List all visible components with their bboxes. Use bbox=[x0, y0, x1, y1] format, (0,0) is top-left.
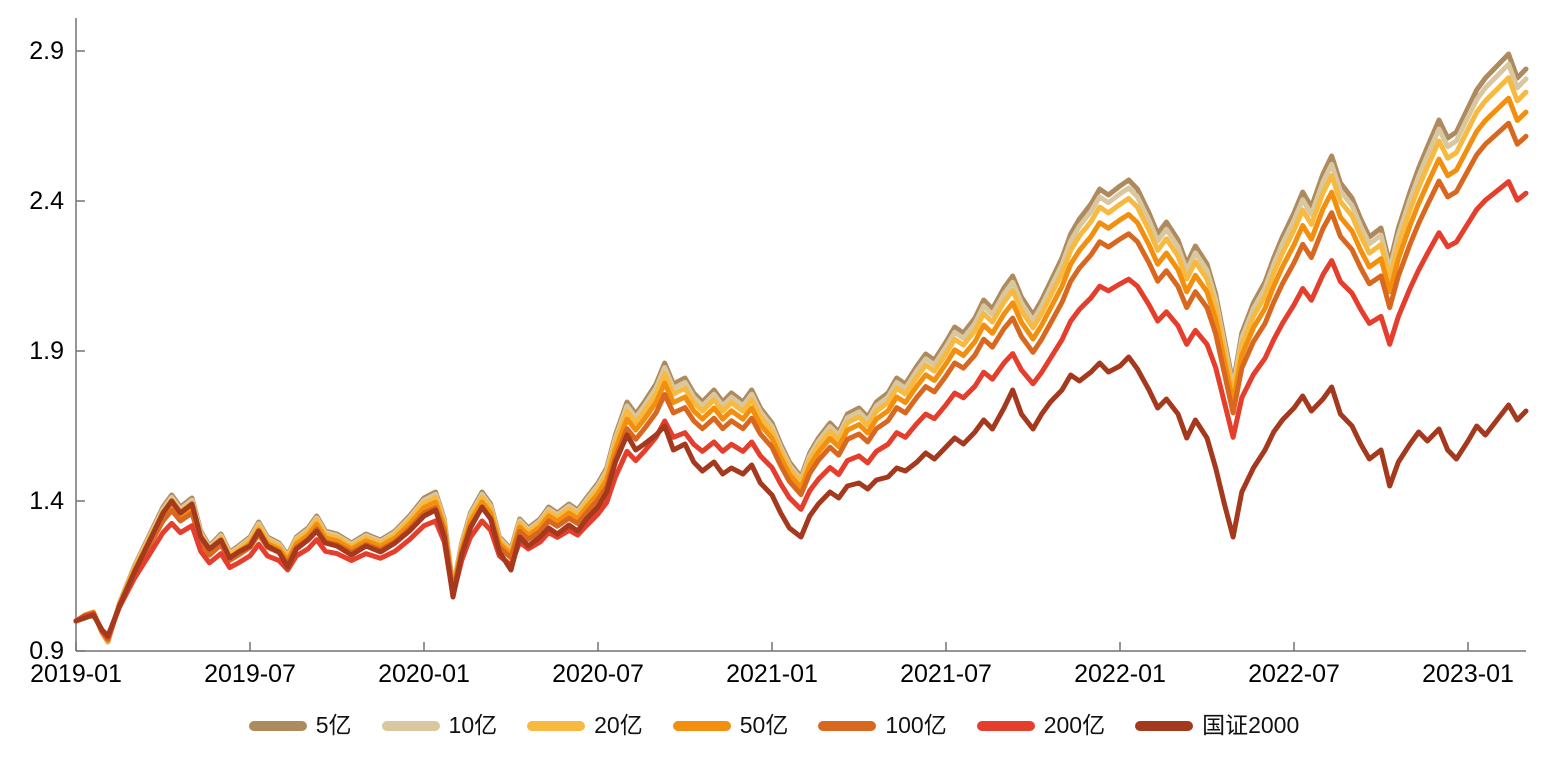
legend-item-20亿: 20亿 bbox=[527, 714, 643, 737]
legend-swatch-icon bbox=[527, 720, 586, 731]
y-tick-label: 0.9 bbox=[29, 637, 64, 665]
legend-swatch-icon bbox=[248, 720, 307, 731]
legend-label: 10亿 bbox=[448, 712, 498, 738]
legend-label: 100亿 bbox=[885, 712, 947, 738]
y-tick-label: 1.9 bbox=[29, 337, 64, 365]
x-tick-label: 2020-01 bbox=[378, 660, 470, 688]
legend-item-10亿: 10亿 bbox=[381, 712, 498, 738]
legend-item-100亿: 100亿 bbox=[818, 712, 947, 738]
x-tick-label: 2023-01 bbox=[1422, 660, 1514, 688]
legend-item-200亿: 200亿 bbox=[976, 712, 1106, 738]
legend-item-50亿: 50亿 bbox=[672, 712, 789, 738]
series-line-200亿 bbox=[73, 179, 1529, 640]
y-tick-label: 2.4 bbox=[29, 187, 64, 215]
y-tick-label: 2.9 bbox=[29, 37, 64, 65]
legend-item-5亿: 5亿 bbox=[248, 712, 352, 738]
legend-label: 国证2000 bbox=[1202, 712, 1300, 738]
legend-label: 5亿 bbox=[315, 712, 352, 738]
legend-swatch-icon bbox=[976, 720, 1035, 731]
x-tick-label: 2019-07 bbox=[204, 660, 296, 688]
x-tick-label: 2021-07 bbox=[900, 660, 992, 688]
y-tick-label: 1.4 bbox=[29, 487, 64, 515]
x-tick-label: 2019-01 bbox=[30, 660, 122, 688]
legend-label: 200亿 bbox=[1043, 712, 1106, 738]
x-tick-label: 2020-07 bbox=[552, 660, 644, 688]
chart-plot-area: 0.9 1.4 1.9 2.4 2.9 2019-01 2019-07 2020-01 2020… bbox=[29, 18, 1529, 688]
x-tick-label: 2021-01 bbox=[726, 660, 818, 688]
x-tick-label: 2022-07 bbox=[1248, 660, 1340, 688]
chart-legend: 5亿 10亿 20亿 50亿 100亿 200亿 国证2000 bbox=[0, 714, 1548, 737]
legend-swatch-icon bbox=[381, 720, 440, 731]
legend-swatch-icon bbox=[1135, 720, 1194, 731]
series-line-国证2000 bbox=[73, 354, 1529, 639]
x-tick-label: 2022-01 bbox=[1074, 660, 1166, 688]
legend-swatch-icon bbox=[818, 720, 877, 731]
legend-label: 20亿 bbox=[594, 712, 643, 738]
legend-label: 50亿 bbox=[739, 712, 789, 738]
legend-swatch-icon bbox=[672, 720, 731, 731]
legend-item-国证2000: 国证2000 bbox=[1135, 714, 1299, 737]
